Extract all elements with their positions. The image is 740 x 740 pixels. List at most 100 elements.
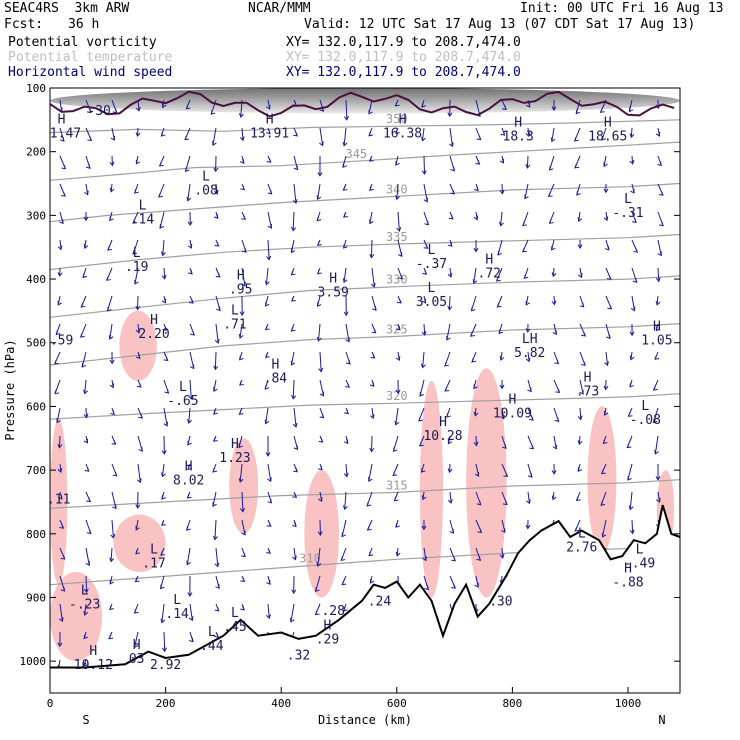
field-wind-name: Horizontal wind speed (8, 65, 173, 80)
extremum-type-label: H (58, 112, 66, 127)
wind-vector (107, 239, 113, 251)
theta-contour (50, 182, 680, 223)
extremum-value-label: .29 (316, 633, 339, 648)
wind-vector (629, 323, 635, 337)
wind-vector (161, 295, 167, 304)
theta-contour-label: 315 (386, 478, 408, 492)
wind-vector (54, 379, 61, 395)
wind-vector (59, 575, 66, 592)
wind-vector (446, 407, 451, 418)
wind-vector (83, 603, 89, 616)
wind-vector (83, 631, 89, 640)
wind-vector (343, 603, 348, 612)
wind-vector (186, 183, 192, 202)
wind-vector (83, 407, 89, 419)
wind-vector (603, 211, 609, 222)
wind-vector (265, 435, 271, 457)
extremum-type-label: L (150, 542, 158, 557)
y-axis-label: Pressure (hPa) (3, 339, 17, 440)
wind-vector (655, 491, 661, 503)
extremum-value-label: 18.65 (588, 130, 627, 145)
wind-vector (499, 183, 505, 195)
extremum-value-label: .73 (576, 384, 599, 399)
extremum-value-label: 2.92 (150, 658, 181, 673)
wind-vector (265, 99, 271, 110)
wind-vector (652, 407, 659, 424)
wind-vector (605, 323, 611, 340)
wind-vector (421, 323, 427, 336)
center-label: NCAR/MMM (248, 1, 311, 16)
wind-vector (420, 351, 426, 369)
wind-vector (135, 323, 141, 334)
wind-vector (161, 491, 166, 500)
extremum-type-label: L (641, 399, 649, 414)
wind-vector (631, 239, 639, 253)
wind-vector (239, 351, 244, 361)
field-pv-xy: XY= 132.0,117.9 to 208.7,474.0 (286, 35, 521, 50)
wind-vector (421, 491, 427, 501)
extremum-type-label: H (514, 116, 522, 131)
wind-vector (522, 211, 529, 227)
wind-vector (292, 183, 298, 204)
theta-contour (50, 323, 680, 366)
wind-vector (135, 127, 141, 138)
wind-vector (189, 323, 195, 336)
wind-vector (186, 491, 192, 499)
extremum-value-label: 03 (129, 652, 145, 667)
wind-vector (423, 575, 429, 591)
wind-vector (85, 547, 90, 567)
wind-vector (318, 491, 323, 503)
wind-vector (444, 379, 451, 392)
theta-contour-label: 335 (386, 230, 408, 244)
wind-vector (160, 547, 166, 556)
wind-vector (449, 155, 455, 172)
wind-vector (214, 603, 220, 612)
wind-vector (109, 379, 115, 389)
extremum-type-label: L (624, 192, 632, 207)
wind-vector (449, 575, 456, 589)
wind-vector (501, 519, 506, 534)
extremum-value-label: .59 (50, 333, 73, 348)
wind-vector (447, 491, 453, 504)
wind-vector (160, 127, 166, 137)
extremum-value-label: .19 (125, 260, 148, 275)
wind-vector (264, 267, 270, 286)
wind-vector (316, 211, 322, 222)
y-tick-label: 600 (26, 400, 46, 413)
extremum-type-label: H (584, 370, 592, 385)
wind-vector (239, 127, 245, 142)
wind-vector (241, 547, 246, 558)
wind-vector (57, 435, 63, 449)
pv-shade-region (466, 368, 507, 598)
wind-vector (292, 547, 297, 561)
wind-vector (343, 463, 349, 478)
y-tick-label: 900 (26, 591, 46, 604)
wind-vector (161, 267, 167, 280)
wind-vector (395, 155, 400, 166)
wind-vector (395, 183, 400, 201)
theta-contour-label: 340 (386, 182, 408, 196)
x-tick-label: 400 (271, 697, 291, 710)
wind-vector (238, 463, 244, 483)
wind-vector (85, 155, 91, 169)
wind-vector (631, 267, 638, 284)
wind-vector (527, 463, 533, 478)
wind-vector (109, 547, 115, 563)
wind-vector (423, 211, 430, 226)
wind-vector (501, 99, 507, 110)
wind-vector (291, 575, 297, 595)
pv-shading-layer (50, 88, 680, 662)
wind-vector (111, 435, 117, 445)
wind-vector (605, 267, 612, 280)
extremum-type-label: H (231, 437, 239, 452)
wind-vector (342, 127, 348, 147)
wind-vector (212, 435, 218, 442)
wind-vector (57, 491, 63, 500)
x-tick-label: 0 (47, 697, 54, 710)
wind-vector (135, 295, 141, 311)
wind-vector (525, 127, 531, 138)
wind-vector (575, 491, 581, 502)
wind-vector (158, 183, 165, 198)
wind-vector (449, 183, 455, 195)
